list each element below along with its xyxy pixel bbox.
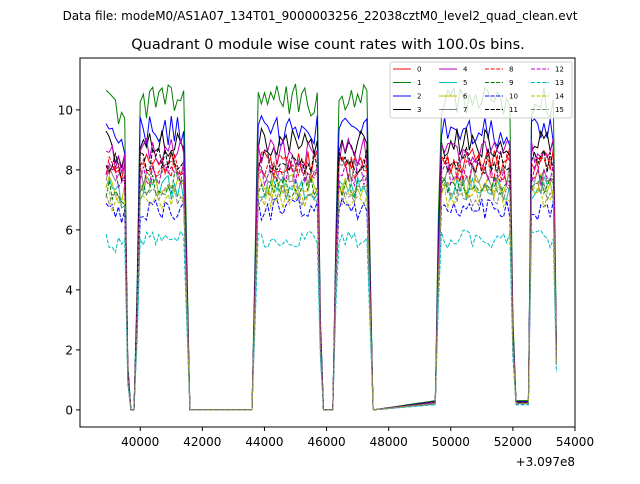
series-line-13 <box>105 229 557 411</box>
legend-label-6: 6 <box>463 93 468 101</box>
legend-label-1: 1 <box>417 79 421 87</box>
legend-label-13: 13 <box>555 79 564 87</box>
series-line-10 <box>105 196 557 411</box>
series-line-12 <box>105 158 557 411</box>
chart-title: Quadrant 0 module wise count rates with … <box>131 37 525 53</box>
series-line-5 <box>105 174 557 411</box>
x-tick-label: 40000 <box>121 435 159 449</box>
y-tick-label: 2 <box>65 343 73 357</box>
x-tick-label: 42000 <box>183 435 221 449</box>
series-layer <box>105 83 557 411</box>
x-axis: 40000 42000 44000 46000 48000 50000 52000 54000 <box>121 427 594 449</box>
x-offset-label: +3.097e8 <box>516 455 575 469</box>
legend-label-15: 15 <box>555 106 564 114</box>
legend-label-7: 7 <box>463 106 467 114</box>
x-tick-label: 46000 <box>307 435 345 449</box>
series-line-15 <box>105 181 557 411</box>
legend-label-14: 14 <box>555 93 564 101</box>
legend-label-11: 11 <box>509 106 518 114</box>
legend-label-3: 3 <box>417 106 421 114</box>
x-tick-label: 48000 <box>370 435 408 449</box>
legend-label-12: 12 <box>555 66 564 74</box>
axes-frame <box>79 57 576 428</box>
legend-label-0: 0 <box>417 66 421 74</box>
y-tick-label: 4 <box>65 283 73 297</box>
y-tick-label: 6 <box>65 223 73 237</box>
series-line-9 <box>105 172 557 411</box>
suptitle: Data file: modeM0/AS1A07_134T01_90000032… <box>63 9 578 23</box>
x-tick-label: 52000 <box>494 435 532 449</box>
series-line-7 <box>105 158 557 411</box>
legend-label-5: 5 <box>463 79 467 87</box>
y-tick-label: 8 <box>65 163 73 177</box>
x-tick-label: 54000 <box>556 435 594 449</box>
y-tick-label: 0 <box>65 403 73 417</box>
x-tick-label: 50000 <box>432 435 470 449</box>
x-tick-label: 44000 <box>245 435 283 449</box>
legend-label-8: 8 <box>509 66 513 74</box>
legend-label-2: 2 <box>417 93 421 101</box>
legend-label-9: 9 <box>509 79 513 87</box>
legend-label-4: 4 <box>463 66 468 74</box>
y-tick-label: 10 <box>58 103 73 117</box>
y-axis: 0 2 4 6 8 10 <box>58 103 80 417</box>
series-line-6 <box>105 172 557 411</box>
legend-label-10: 10 <box>509 93 518 101</box>
